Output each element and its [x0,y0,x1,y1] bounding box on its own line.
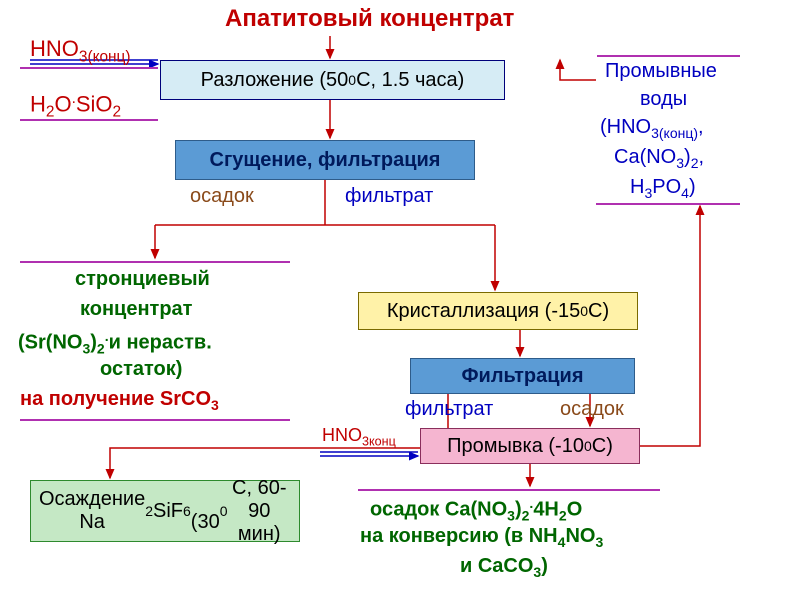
box-filtration2: Фильтрация [410,358,635,394]
label-filtrat-2: фильтрат [405,398,493,421]
label-sr-3: (Sr(NO3)2.и нераств. [18,328,212,357]
box-washing: Промывка (-10 0C) [420,428,640,464]
label-sr-4: остаток) [100,358,182,381]
label-final-2: на конверсию (в NH4NO3 [360,525,603,550]
box-decomposition: Разложение (50 0C, 1.5 часа) [160,60,505,100]
label-washwater-3: (HNO3(конц), [600,116,704,141]
label-osadok-2: осадок [560,398,624,421]
label-final-1: осадок Ca(NO3)2.4H2O [370,495,582,524]
label-sr-1: стронциевый [75,268,210,291]
label-washwater-4: Ca(NO3)2, [614,146,704,171]
title: Апатитовый концентрат [225,5,514,33]
label-washwater-1: Промывные [605,60,717,83]
label-sr-5: на получение SrCO3 [20,388,219,413]
box-thickening: Сгущение, фильтрация [175,140,475,180]
box-crystallization: Кристаллизация (-150C) [358,292,638,330]
label-sr-2: концентрат [80,298,192,321]
box-precipitation: Осаждение Na2SiF6(30 0C, 60-90 мин) [30,480,300,542]
label-washwater-5: H3PO4) [630,176,696,201]
label-hno3-bottom: HNO3конц [322,425,396,449]
input-h2osio2: H2O.SiO2 [30,90,121,122]
label-washwater-2: воды [640,88,687,111]
label-osadok-1: осадок [190,185,254,208]
input-hno3: HNO3(конц) [30,36,130,66]
label-filtrat-1: фильтрат [345,185,433,208]
label-final-3: и CaCO3) [460,555,548,580]
